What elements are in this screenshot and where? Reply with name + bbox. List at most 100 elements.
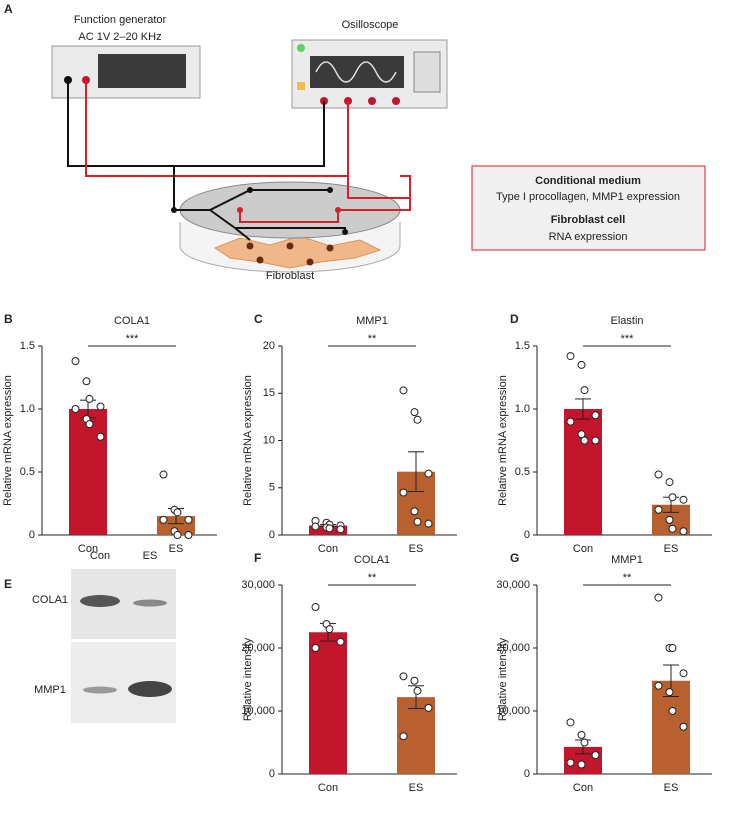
data-point <box>96 432 105 441</box>
data-point <box>336 637 345 646</box>
data-point <box>410 676 419 685</box>
data-point <box>325 625 334 634</box>
data-point <box>654 593 663 602</box>
significance: ** <box>623 572 632 584</box>
data-point <box>679 495 688 504</box>
data-point <box>668 707 677 715</box>
wire <box>85 80 349 177</box>
data-point <box>679 527 688 536</box>
panel-letter: D <box>510 312 519 326</box>
data-point <box>336 525 345 534</box>
data-point <box>591 436 600 445</box>
data-point <box>580 436 589 445</box>
node <box>237 207 243 213</box>
data-point <box>577 760 586 769</box>
nucleus <box>286 242 294 250</box>
y-tick-label: 20,000 <box>241 642 275 654</box>
data-point <box>580 386 589 395</box>
data-point <box>410 408 419 417</box>
data-point <box>424 519 433 528</box>
data-point <box>424 703 433 712</box>
generator-label: Function generator <box>74 14 167 26</box>
generator-screen <box>98 54 186 88</box>
node <box>335 207 341 213</box>
x-tick-label: ES <box>169 543 184 555</box>
data-point <box>566 718 575 727</box>
data-point <box>591 751 600 760</box>
node <box>342 229 348 235</box>
significance: *** <box>621 333 635 345</box>
y-axis-title: Relative mRNA expression <box>497 375 509 506</box>
row-label: MMP1 <box>34 684 66 696</box>
info-title: Fibroblast cell <box>551 214 626 226</box>
data-point <box>577 730 586 739</box>
node <box>327 187 333 193</box>
data-point <box>679 722 688 731</box>
data-point <box>566 417 575 426</box>
y-tick-label: 1.5 <box>20 340 35 352</box>
data-point <box>311 603 320 612</box>
panel-letter: B <box>4 312 13 326</box>
x-tick-label: ES <box>664 543 679 555</box>
button <box>297 82 305 90</box>
data-point <box>71 357 80 366</box>
chart-title: COLA1 <box>354 554 390 566</box>
y-axis-title: Relative intensity <box>497 637 509 721</box>
data-point <box>173 531 182 539</box>
x-tick-label: Con <box>573 782 593 794</box>
panel-letter: G <box>510 551 519 565</box>
data-point <box>85 420 94 429</box>
data-point <box>399 672 408 681</box>
x-tick-label: Con <box>78 543 98 555</box>
electrode <box>239 176 411 223</box>
x-tick-label: ES <box>664 782 679 794</box>
terminal <box>392 97 400 105</box>
data-point <box>668 493 677 502</box>
significance: ** <box>368 572 377 584</box>
data-point <box>173 508 182 517</box>
bar <box>309 632 347 774</box>
nucleus <box>246 242 254 250</box>
data-point <box>159 470 168 479</box>
scope-label: Osilloscope <box>342 19 399 31</box>
y-tick-label: 10 <box>263 434 275 446</box>
band <box>83 686 117 694</box>
generator-setting: AC 1V 2–20 KHz <box>78 31 161 43</box>
y-tick-label: 1.5 <box>515 340 530 352</box>
y-tick-label: 0 <box>524 768 530 780</box>
y-axis-title: Relative mRNA expression <box>2 375 14 506</box>
data-point <box>71 405 80 413</box>
data-point <box>566 352 575 361</box>
data-point <box>159 515 168 524</box>
y-tick-label: 30,000 <box>496 579 530 591</box>
y-tick-label: 30,000 <box>241 579 275 591</box>
chart-title: COLA1 <box>114 315 150 327</box>
data-point <box>85 394 94 403</box>
y-tick-label: 10,000 <box>241 705 275 717</box>
chart-title: Elastin <box>610 315 643 327</box>
info-text: Type I procollagen, MMP1 expression <box>496 191 680 203</box>
data-point <box>654 470 663 479</box>
data-point <box>410 507 419 516</box>
data-point <box>577 430 586 439</box>
panel-letter: F <box>254 551 261 565</box>
y-tick-label: 20 <box>263 340 275 352</box>
significance: ** <box>368 333 377 345</box>
significance: *** <box>126 333 140 345</box>
y-tick-label: 1.0 <box>515 403 530 415</box>
y-tick-label: 1.0 <box>20 403 35 415</box>
nucleus <box>256 256 264 264</box>
band <box>133 599 167 607</box>
lane-label: Con <box>90 550 110 562</box>
x-tick-label: ES <box>409 543 424 555</box>
y-tick-label: 10,000 <box>496 705 530 717</box>
data-point <box>184 515 193 524</box>
data-point <box>96 402 105 411</box>
nucleus <box>326 244 334 252</box>
data-point <box>665 515 674 524</box>
data-point <box>413 415 422 424</box>
data-point <box>424 469 433 478</box>
data-point <box>665 688 674 697</box>
band <box>80 595 120 607</box>
